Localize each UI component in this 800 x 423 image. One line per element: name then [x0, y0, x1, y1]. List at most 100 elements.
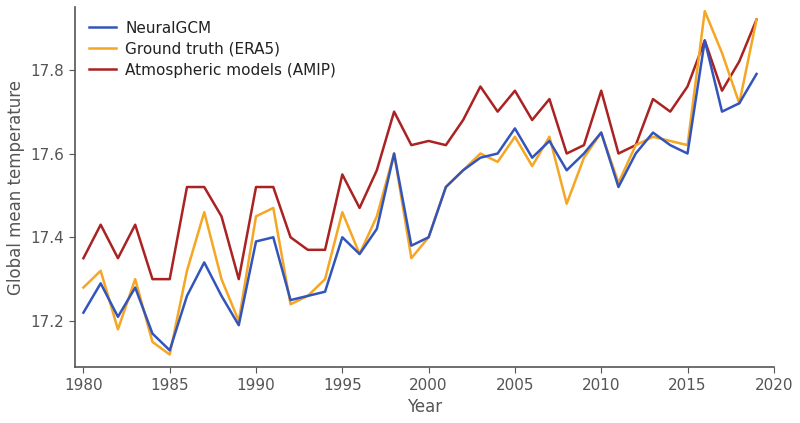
- NeuralGCM: [562, 168, 571, 173]
- NeuralGCM: [372, 226, 382, 231]
- Atmospheric models (AMIP): [631, 143, 641, 148]
- Ground truth (ERA5): [217, 277, 226, 282]
- Ground truth (ERA5): [148, 339, 158, 344]
- NeuralGCM: [545, 138, 554, 143]
- Ground truth (ERA5): [78, 285, 88, 290]
- NeuralGCM: [718, 109, 727, 114]
- Ground truth (ERA5): [527, 164, 537, 169]
- Atmospheric models (AMIP): [234, 277, 243, 282]
- Ground truth (ERA5): [682, 143, 692, 148]
- Ground truth (ERA5): [510, 134, 520, 139]
- Atmospheric models (AMIP): [475, 84, 485, 89]
- Ground truth (ERA5): [130, 277, 140, 282]
- NeuralGCM: [458, 168, 468, 173]
- Ground truth (ERA5): [251, 214, 261, 219]
- NeuralGCM: [390, 151, 399, 156]
- Atmospheric models (AMIP): [666, 109, 675, 114]
- NeuralGCM: [269, 235, 278, 240]
- Atmospheric models (AMIP): [614, 151, 623, 156]
- Ground truth (ERA5): [718, 50, 727, 55]
- Line: NeuralGCM: NeuralGCM: [83, 41, 757, 350]
- NeuralGCM: [682, 151, 692, 156]
- NeuralGCM: [441, 184, 450, 190]
- NeuralGCM: [493, 151, 502, 156]
- Atmospheric models (AMIP): [682, 84, 692, 89]
- Ground truth (ERA5): [597, 130, 606, 135]
- NeuralGCM: [303, 294, 313, 299]
- Ground truth (ERA5): [700, 8, 710, 14]
- Atmospheric models (AMIP): [78, 255, 88, 261]
- Atmospheric models (AMIP): [545, 96, 554, 102]
- Atmospheric models (AMIP): [648, 96, 658, 102]
- Ground truth (ERA5): [424, 235, 434, 240]
- NeuralGCM: [406, 243, 416, 248]
- Atmospheric models (AMIP): [199, 184, 209, 190]
- Ground truth (ERA5): [458, 168, 468, 173]
- NeuralGCM: [96, 281, 106, 286]
- Ground truth (ERA5): [441, 184, 450, 190]
- NeuralGCM: [182, 294, 192, 299]
- Ground truth (ERA5): [96, 268, 106, 273]
- Line: Ground truth (ERA5): Ground truth (ERA5): [83, 11, 757, 354]
- Ground truth (ERA5): [165, 352, 174, 357]
- NeuralGCM: [527, 155, 537, 160]
- Ground truth (ERA5): [562, 201, 571, 206]
- Atmospheric models (AMIP): [113, 255, 122, 261]
- Ground truth (ERA5): [182, 268, 192, 273]
- Atmospheric models (AMIP): [510, 88, 520, 93]
- Atmospheric models (AMIP): [700, 38, 710, 43]
- Y-axis label: Global mean temperature: Global mean temperature: [7, 80, 25, 294]
- Atmospheric models (AMIP): [303, 247, 313, 253]
- NeuralGCM: [579, 151, 589, 156]
- Atmospheric models (AMIP): [579, 143, 589, 148]
- Atmospheric models (AMIP): [286, 235, 295, 240]
- Ground truth (ERA5): [303, 294, 313, 299]
- NeuralGCM: [234, 323, 243, 328]
- Legend: NeuralGCM, Ground truth (ERA5), Atmospheric models (AMIP): NeuralGCM, Ground truth (ERA5), Atmosphe…: [82, 14, 342, 84]
- Ground truth (ERA5): [614, 180, 623, 185]
- Ground truth (ERA5): [406, 255, 416, 261]
- Ground truth (ERA5): [372, 214, 382, 219]
- Ground truth (ERA5): [579, 155, 589, 160]
- Atmospheric models (AMIP): [354, 206, 364, 211]
- NeuralGCM: [734, 101, 744, 106]
- NeuralGCM: [424, 235, 434, 240]
- NeuralGCM: [78, 310, 88, 315]
- NeuralGCM: [614, 184, 623, 190]
- Ground truth (ERA5): [752, 17, 762, 22]
- NeuralGCM: [113, 314, 122, 319]
- Atmospheric models (AMIP): [493, 109, 502, 114]
- Line: Atmospheric models (AMIP): Atmospheric models (AMIP): [83, 19, 757, 279]
- Atmospheric models (AMIP): [148, 277, 158, 282]
- Atmospheric models (AMIP): [338, 172, 347, 177]
- Ground truth (ERA5): [269, 206, 278, 211]
- NeuralGCM: [320, 289, 330, 294]
- NeuralGCM: [338, 235, 347, 240]
- Atmospheric models (AMIP): [217, 214, 226, 219]
- Ground truth (ERA5): [631, 143, 641, 148]
- Ground truth (ERA5): [354, 252, 364, 257]
- Ground truth (ERA5): [734, 101, 744, 106]
- NeuralGCM: [165, 348, 174, 353]
- Ground truth (ERA5): [234, 319, 243, 324]
- NeuralGCM: [475, 155, 485, 160]
- NeuralGCM: [510, 126, 520, 131]
- Ground truth (ERA5): [338, 210, 347, 215]
- Ground truth (ERA5): [666, 138, 675, 143]
- Atmospheric models (AMIP): [718, 88, 727, 93]
- NeuralGCM: [217, 294, 226, 299]
- X-axis label: Year: Year: [406, 398, 442, 416]
- Ground truth (ERA5): [493, 159, 502, 165]
- NeuralGCM: [251, 239, 261, 244]
- NeuralGCM: [648, 130, 658, 135]
- NeuralGCM: [700, 38, 710, 43]
- Atmospheric models (AMIP): [562, 151, 571, 156]
- NeuralGCM: [130, 285, 140, 290]
- NeuralGCM: [631, 151, 641, 156]
- Atmospheric models (AMIP): [269, 184, 278, 190]
- NeuralGCM: [286, 297, 295, 302]
- Atmospheric models (AMIP): [458, 118, 468, 123]
- NeuralGCM: [354, 252, 364, 257]
- Atmospheric models (AMIP): [96, 222, 106, 227]
- Atmospheric models (AMIP): [182, 184, 192, 190]
